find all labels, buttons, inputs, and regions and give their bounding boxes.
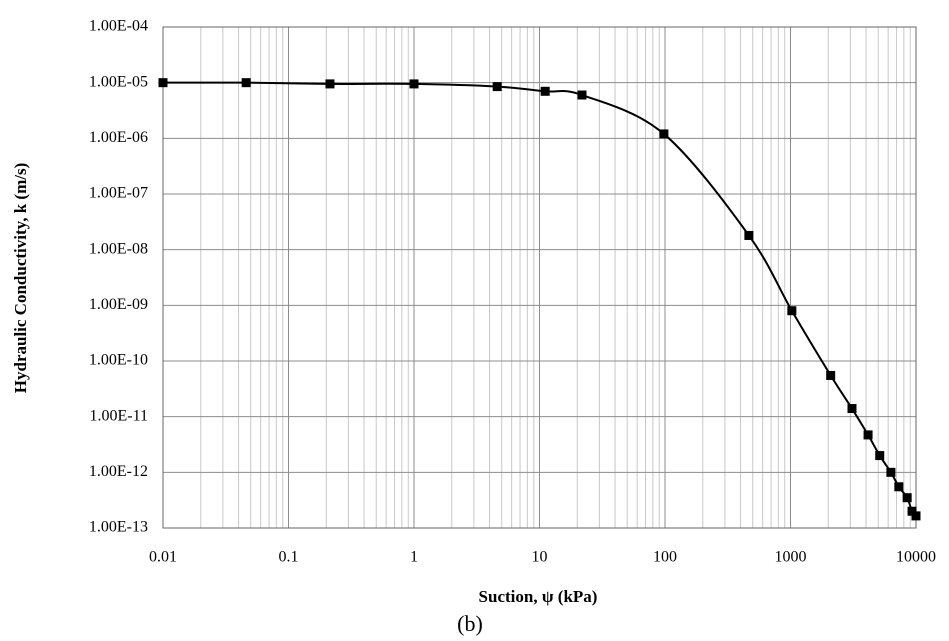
y-tick-label: 1.00E-04 xyxy=(89,18,148,35)
data-point xyxy=(158,78,168,88)
y-axis-title: Hydraulic Conductivity, k (m/s) xyxy=(11,163,30,393)
y-tick-label: 1.00E-09 xyxy=(89,296,148,313)
x-tick-label: 0.01 xyxy=(149,549,177,566)
x-tick-label: 10 xyxy=(532,549,548,566)
x-tick-label: 1 xyxy=(410,549,418,566)
x-tick-label: 0.1 xyxy=(279,549,299,566)
x-tick-label: 1000 xyxy=(775,549,807,566)
data-point xyxy=(787,306,797,316)
data-point xyxy=(847,404,857,414)
y-tick-label: 1.00E-07 xyxy=(89,185,148,202)
y-tick-label: 1.00E-06 xyxy=(89,129,148,146)
y-tick-label: 1.00E-12 xyxy=(89,463,148,480)
data-point xyxy=(241,78,251,88)
data-point xyxy=(826,370,836,380)
y-tick-label: 1.00E-08 xyxy=(89,240,148,257)
data-point xyxy=(911,511,921,521)
y-tick-label: 1.00E-11 xyxy=(89,407,148,424)
y-tick-label: 1.00E-10 xyxy=(89,352,148,369)
data-point xyxy=(540,86,550,96)
data-point xyxy=(659,129,669,139)
plot-frame xyxy=(162,26,917,529)
data-point xyxy=(409,79,419,89)
data-point xyxy=(875,451,885,461)
data-point xyxy=(577,90,587,100)
x-axis-title: Suction, ψ (kPa) xyxy=(479,587,598,606)
data-point xyxy=(886,467,896,477)
data-point xyxy=(492,82,502,92)
data-point xyxy=(894,482,904,492)
caption: (b) xyxy=(457,611,483,636)
y-tick-label: 1.00E-05 xyxy=(89,73,148,90)
y-tick-label: 1.00E-13 xyxy=(89,519,148,536)
data-point xyxy=(325,79,335,89)
x-tick-label: 100 xyxy=(653,549,677,566)
data-point xyxy=(744,230,754,240)
data-point xyxy=(902,493,912,503)
data-point xyxy=(907,506,917,516)
data-point xyxy=(863,430,873,440)
x-tick-label: 10000 xyxy=(896,549,936,566)
